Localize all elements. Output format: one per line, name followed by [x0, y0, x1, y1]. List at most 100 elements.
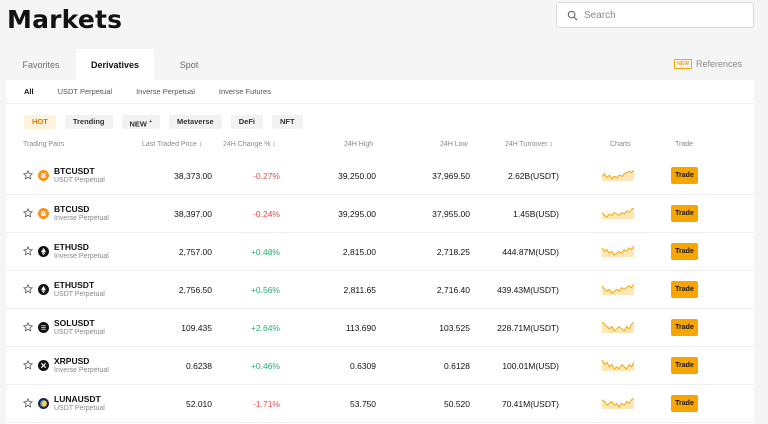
trade-button[interactable]: Trade: [671, 167, 698, 184]
low-24h: 37,969.50: [432, 171, 470, 181]
change-percent: +0.46%: [250, 361, 280, 371]
turnover-24h: 439.43M(USDT): [497, 285, 559, 295]
trade-button[interactable]: Trade: [671, 281, 698, 298]
favorite-star-icon[interactable]: [23, 284, 33, 294]
search-icon: [567, 10, 578, 20]
pair-symbol[interactable]: ETHUSD: [54, 242, 89, 252]
market-table-body: Ƀ BTCUSDT USDT Perpetual 38,373.00 -0.27% 39,…: [6, 157, 754, 423]
turnover-24h: 228.71M(USDT): [497, 323, 559, 333]
pair-contract-type: Inverse Perpetual: [54, 215, 109, 222]
favorite-star-icon[interactable]: [23, 360, 33, 370]
pair-symbol[interactable]: BTCUSD: [54, 204, 90, 214]
favorite-star-icon[interactable]: [23, 246, 33, 256]
table-row[interactable]: XRPUSD Inverse Perpetual 0.6238 +0.46% 0.630…: [6, 347, 754, 385]
col-24h-turnover[interactable]: 24H Turnover ↕: [505, 141, 553, 148]
table-row[interactable]: ETHUSDT USDT Perpetual 2,756.50 +0.56% 2,811…: [6, 271, 754, 309]
pair-symbol[interactable]: LUNAUSDT: [54, 394, 101, 404]
svg-text:Ƀ: Ƀ: [41, 210, 46, 218]
sparkline-chart: [602, 207, 634, 219]
trade-button[interactable]: Trade: [671, 205, 698, 222]
table-row[interactable]: ETHUSD Inverse Perpetual 2,757.00 +0.48% 2,8…: [6, 233, 754, 271]
pair-contract-type: USDT Perpetual: [54, 329, 105, 336]
col-last-traded-price[interactable]: Last Traded Price ↕: [142, 141, 203, 148]
high-24h: 39,250.00: [338, 171, 376, 181]
change-percent: -1.71%: [253, 399, 280, 409]
high-24h: 113.690: [345, 323, 376, 333]
change-percent: +0.56%: [250, 285, 280, 295]
trade-button[interactable]: Trade: [671, 243, 698, 260]
chip-hot[interactable]: HOT: [24, 115, 56, 129]
sparkline-chart: [602, 359, 634, 371]
bitcoin-icon: Ƀ: [38, 208, 49, 219]
low-24h: 0.6128: [444, 361, 470, 371]
favorite-star-icon[interactable]: [23, 398, 33, 408]
tab-favorites[interactable]: Favorites: [22, 59, 60, 70]
pair-symbol[interactable]: XRPUSD: [54, 356, 90, 366]
chip-new[interactable]: NEW +: [121, 115, 161, 129]
solana-icon: [38, 322, 49, 333]
favorite-star-icon[interactable]: [23, 170, 33, 180]
subtab-usdt-perpetual[interactable]: USDT Perpetual: [57, 87, 113, 96]
search-input[interactable]: [584, 9, 744, 21]
sparkline-chart: [602, 283, 634, 295]
col-24h-low: 24H Low: [440, 141, 468, 148]
table-header: Trading Pairs Last Traded Price ↕ 24H Ch…: [6, 141, 754, 153]
table-row[interactable]: LUNAUSDT USDT Perpetual 52.010 -1.71% 53.750…: [6, 385, 754, 423]
svg-text:Ƀ: Ƀ: [41, 172, 46, 180]
chip-trending[interactable]: Trending: [64, 115, 113, 129]
page-title: Markets: [7, 5, 123, 34]
high-24h: 2,811.65: [343, 285, 376, 295]
low-24h: 2,718.25: [436, 247, 470, 257]
chip-metaverse[interactable]: Metaverse: [169, 115, 222, 129]
subtab-inverse-perpetual[interactable]: Inverse Perpetual: [136, 87, 195, 96]
table-row[interactable]: Ƀ BTCUSDT USDT Perpetual 38,373.00 -0.27% 39,…: [6, 157, 754, 195]
tab-derivatives[interactable]: Derivatives: [76, 49, 154, 80]
subtab-inverse-futures[interactable]: Inverse Futures: [218, 87, 271, 96]
col-trade: Trade: [675, 141, 694, 148]
market-tabs: Favorites Derivatives Spot NEW Reference…: [6, 49, 754, 80]
pair-symbol[interactable]: SOLUSDT: [54, 318, 95, 328]
change-percent: +2.64%: [250, 323, 280, 333]
pair-contract-type: USDT Perpetual: [54, 177, 105, 184]
tab-spot[interactable]: Spot: [179, 59, 199, 70]
low-24h: 50.520: [444, 399, 470, 409]
high-24h: 0.6309: [350, 361, 376, 371]
high-24h: 2,815.00: [342, 247, 376, 257]
pair-contract-type: USDT Perpetual: [54, 405, 105, 412]
search-box[interactable]: [556, 2, 754, 28]
pair-contract-type: USDT Perpetual: [54, 291, 105, 298]
col-24h-high: 24H High: [344, 141, 374, 148]
turnover-24h: 2.62B(USDT): [507, 171, 559, 181]
trade-button[interactable]: Trade: [671, 319, 698, 336]
favorite-star-icon[interactable]: [23, 208, 33, 218]
low-24h: 103.525: [439, 323, 470, 333]
favorite-star-icon[interactable]: [23, 322, 33, 332]
ethereum-icon: [38, 246, 49, 257]
chip-defi[interactable]: DeFi: [230, 115, 263, 129]
table-row[interactable]: Ƀ BTCUSD Inverse Perpetual 38,397.00 -0.24% 3…: [6, 195, 754, 233]
chip-nft[interactable]: NFT: [272, 115, 303, 129]
trade-button[interactable]: Trade: [671, 395, 698, 412]
low-24h: 2,716.40: [436, 285, 470, 295]
last-traded-price: 109.435: [181, 323, 212, 333]
low-24h: 37,955.00: [432, 209, 470, 219]
pair-symbol[interactable]: ETHUSDT: [54, 280, 95, 290]
turnover-24h: 1.45B(USD): [513, 209, 559, 219]
sparkline-chart: [602, 321, 634, 333]
turnover-24h: 70.41M(USDT): [501, 399, 559, 409]
col-24h-change[interactable]: 24H Change % ↕: [223, 141, 276, 148]
sparkline-chart: [602, 245, 634, 257]
trade-button[interactable]: Trade: [671, 357, 698, 374]
pair-symbol[interactable]: BTCUSDT: [54, 166, 95, 176]
chip-new-plus: +: [149, 119, 153, 125]
table-row[interactable]: SOLUSDT USDT Perpetual 109.435 +2.64% 113.69…: [6, 309, 754, 347]
col-charts: Charts: [610, 141, 631, 148]
last-traded-price: 38,373.00: [174, 171, 212, 181]
last-traded-price: 52.010: [186, 399, 212, 409]
subtab-all[interactable]: All: [24, 87, 34, 96]
pair-contract-type: Inverse Perpetual: [54, 253, 109, 260]
references-link[interactable]: NEW References: [674, 59, 742, 69]
references-label: References: [695, 59, 742, 69]
last-traded-price: 38,397.00: [174, 209, 212, 219]
change-percent: +0.48%: [250, 247, 280, 257]
